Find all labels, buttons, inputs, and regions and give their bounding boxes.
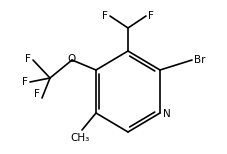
Text: F: F	[25, 54, 31, 64]
Text: N: N	[162, 109, 170, 119]
Text: CH₃: CH₃	[70, 133, 89, 143]
Text: O: O	[68, 54, 76, 64]
Text: Br: Br	[193, 55, 205, 65]
Text: F: F	[22, 77, 28, 87]
Text: F: F	[147, 11, 153, 21]
Text: F: F	[34, 89, 40, 99]
Text: F: F	[102, 11, 108, 21]
